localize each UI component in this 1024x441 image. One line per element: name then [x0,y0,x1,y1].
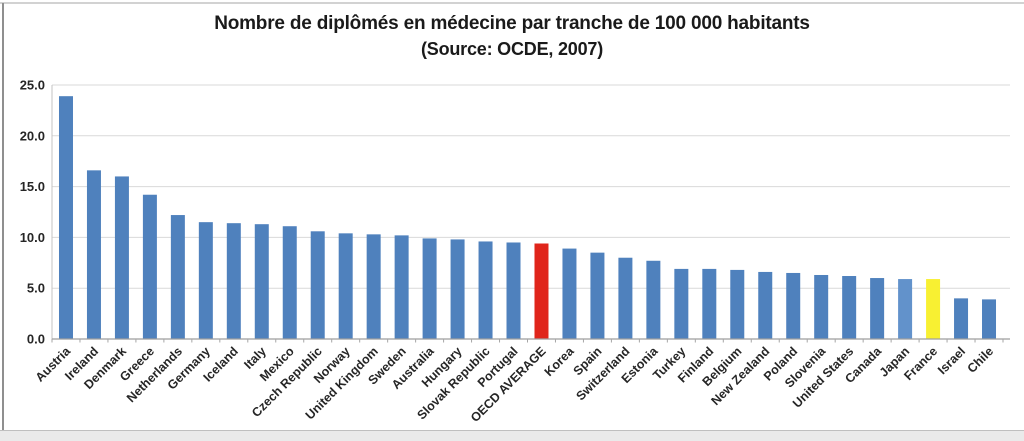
chart-title-line2: (Source: OCDE, 2007) [420,39,604,59]
bar-austria [58,96,73,340]
bar-canada [870,278,885,339]
bar-netherlands [170,215,185,339]
bar-korea [562,248,577,339]
bar-belgium [730,269,745,339]
bar-spain [590,252,605,339]
x-axis-label-korea: Korea [542,343,578,379]
frame-left-border [2,3,4,430]
bar-japan [898,279,913,339]
y-axis-tick-label-10.0: 10.0 [20,230,45,245]
window-bottom-strip [0,430,1024,441]
bar-norway [338,233,353,339]
frame-top-border [0,2,1024,4]
y-axis-tick-label-5.0: 5.0 [27,281,45,296]
bar-slovak-republic [478,241,493,339]
bar-czech-republic [310,231,325,339]
bar-mexico [282,226,297,339]
bar-poland [786,272,801,339]
bar-denmark [114,176,129,339]
bar-oecd-average [534,243,549,339]
bar-estonia [646,260,661,339]
bar-italy [254,224,269,339]
bar-new-zealand [758,271,773,339]
bar-iceland [226,223,241,339]
bar-slovenia [814,274,829,339]
chart-title-line1: Nombre de diplômés en médecine par tranc… [214,13,810,34]
bar-israel [954,298,969,339]
y-axis-tick-label-25.0: 25.0 [20,78,45,93]
bar-sweden [394,235,409,339]
bar-greece [142,194,157,339]
bar-ireland [86,170,101,339]
y-axis-tick-label-15.0: 15.0 [20,179,45,194]
y-axis-tick-label-0.0: 0.0 [27,332,45,347]
bar-switzerland [618,257,633,339]
chart-title: Nombre de diplômés en médecine par tranc… [0,11,1024,62]
bar-turkey [674,268,689,339]
bar-germany [198,222,213,339]
bar-france [926,279,941,339]
x-axis-label-israel: Israel [935,344,968,377]
bar-australia [422,238,437,339]
y-axis-tick-label-20.0: 20.0 [20,128,45,143]
bar-portugal [506,242,521,339]
bar-united-states [842,276,857,339]
bar-hungary [450,239,465,339]
bar-united-kingdom [366,234,381,339]
bar-chile [982,299,997,339]
x-axis-label-chile: Chile [965,344,997,376]
bar-finland [702,268,717,339]
